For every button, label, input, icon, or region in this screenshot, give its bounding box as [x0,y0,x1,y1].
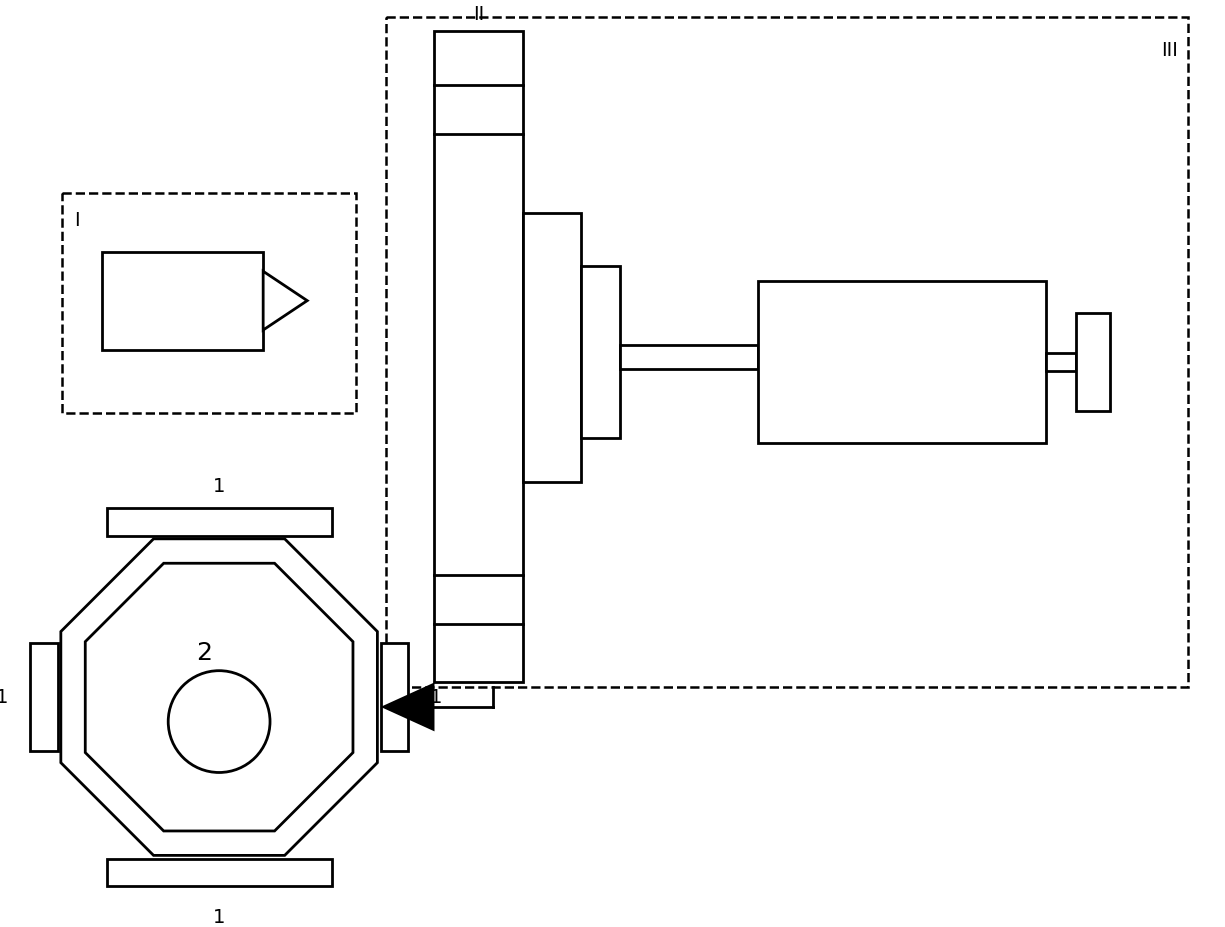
Bar [107,858,332,886]
Bar [31,643,58,751]
Bar [1046,353,1076,371]
Text: III: III [1161,41,1178,60]
Bar [386,17,1188,687]
Polygon shape [86,564,353,831]
Bar [523,212,582,482]
Circle shape [168,670,270,772]
Text: 1: 1 [0,688,9,706]
Text: 1: 1 [213,908,225,927]
Polygon shape [381,682,435,731]
Text: 2: 2 [196,641,212,665]
Text: 1: 1 [430,688,442,706]
Bar [102,252,263,349]
Polygon shape [263,272,307,330]
Bar [1076,313,1110,411]
Bar [582,266,621,438]
Text: II: II [473,5,484,23]
Bar [107,508,332,536]
Bar [621,345,757,369]
Bar [381,643,408,751]
Text: 1: 1 [213,477,225,497]
Polygon shape [61,539,377,856]
Bar [435,32,523,682]
Bar [62,193,356,413]
Bar [757,281,1046,442]
Text: I: I [75,210,80,230]
